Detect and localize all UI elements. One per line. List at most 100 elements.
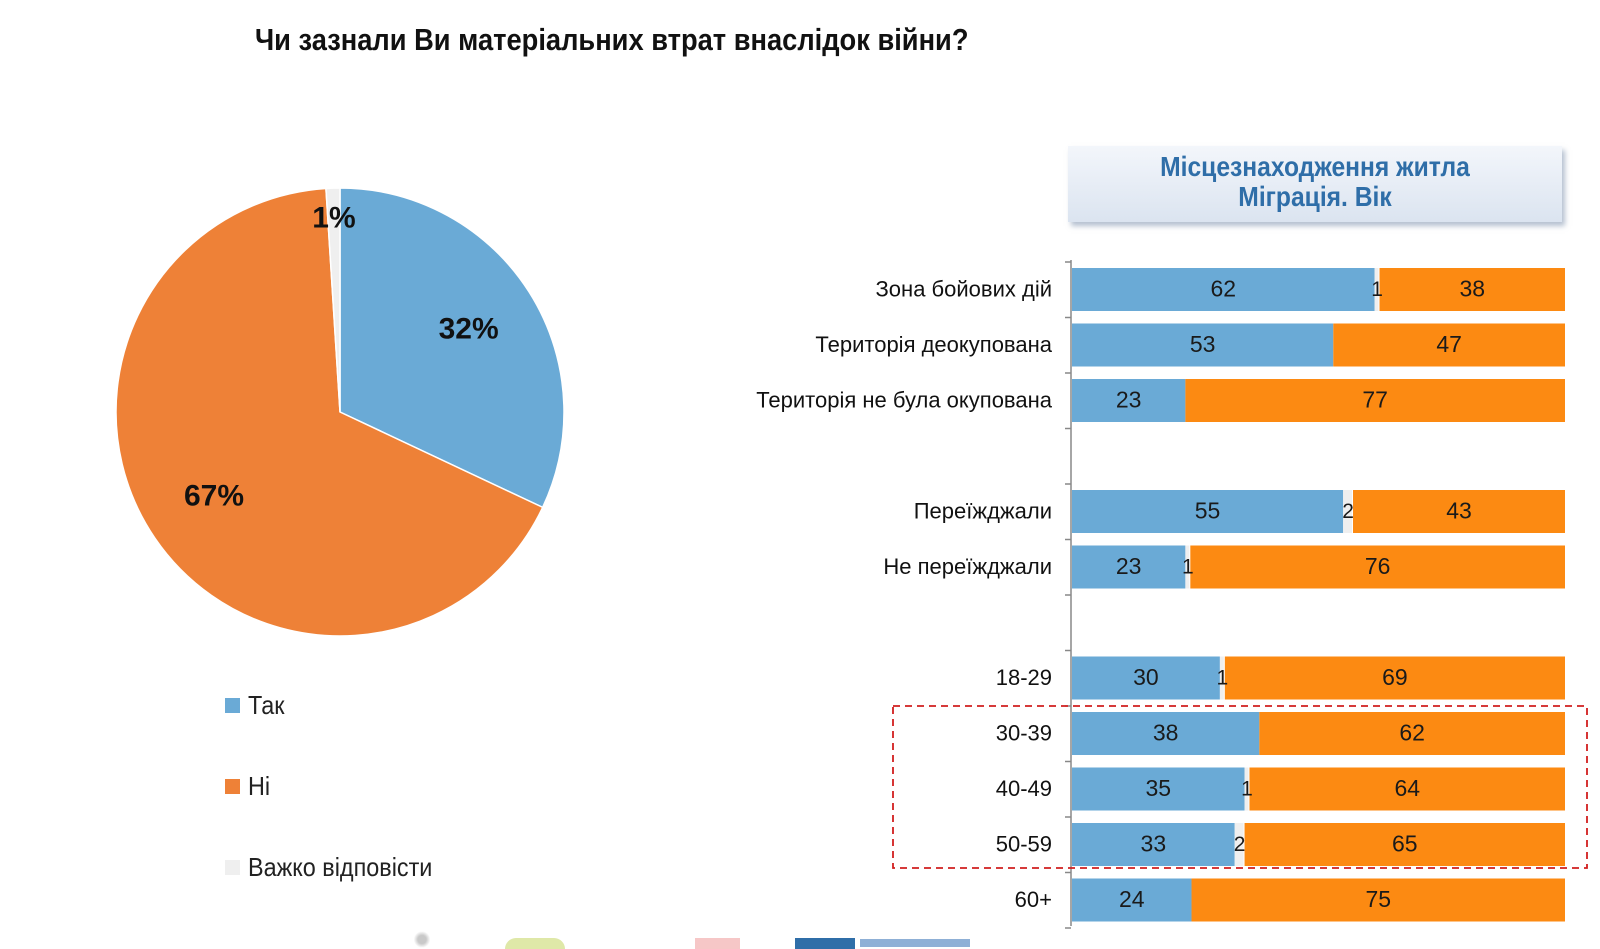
bar-row: Зона бойових дій 62 1 38 [876, 268, 1565, 311]
bar-value-no: 75 [1365, 886, 1391, 912]
bar-segment-hard [1185, 545, 1190, 589]
logo-mark-1 [412, 930, 432, 949]
bar-value-hard: 2 [1234, 833, 1246, 856]
bar-value-hard: 2 [1342, 500, 1354, 523]
category-label: Територія деокупована [815, 332, 1052, 357]
bar-segment-hard [1244, 767, 1249, 811]
logo-mark-4 [795, 938, 855, 949]
bar-segment-no [1191, 878, 1565, 922]
bar-segment-yes [1072, 712, 1260, 755]
bar-value-yes: 24 [1119, 886, 1145, 912]
bar-row: 40-49 35 1 64 [996, 767, 1565, 811]
bar-value-yes: 33 [1141, 831, 1167, 857]
bar-value-yes: 30 [1133, 664, 1159, 690]
category-label: 18-29 [996, 665, 1052, 690]
pie-label-no: 67% [184, 480, 244, 513]
legend-label-yes: Так [248, 689, 285, 720]
legend-label-hard: Важко відповісти [248, 851, 433, 882]
bar-segment-no [1190, 545, 1565, 589]
bar-segment-no [1224, 656, 1565, 700]
bar-value-yes: 23 [1116, 387, 1142, 413]
category-label: 30-39 [996, 720, 1052, 745]
pie-label-hard: 1% [312, 201, 355, 234]
category-label: 50-59 [996, 831, 1052, 856]
segment-header: Місцезнаходження житла Міграція. Вік [1068, 146, 1562, 222]
bar-segment-yes [1072, 878, 1192, 922]
legend-label-no: Ні [248, 770, 271, 801]
bar-segment-yes [1072, 656, 1220, 700]
pie-slice-hard [325, 187, 341, 413]
bar-value-yes: 38 [1153, 720, 1179, 746]
bar-segment-hard [1374, 268, 1379, 311]
legend-item-no: Ні [225, 771, 273, 801]
pie-slice-no [115, 187, 544, 637]
bar-segment-no [1379, 268, 1565, 311]
bar-segment-hard [1234, 823, 1244, 866]
bar-row: 50-59 33 2 65 [996, 823, 1565, 866]
bar-value-yes: 62 [1211, 276, 1237, 302]
bar-value-no: 69 [1382, 664, 1408, 690]
chart-title: Чи зазнали Ви матеріальних втрат внаслід… [255, 22, 969, 57]
footer-logos [0, 930, 1600, 949]
bar-value-no: 65 [1392, 831, 1418, 857]
category-label: Територія не була окупована [756, 387, 1053, 412]
bar-row: 30-39 38 62 [996, 712, 1565, 755]
bar-segment-no [1185, 379, 1565, 422]
bar-value-yes: 35 [1145, 775, 1171, 801]
category-label: Не переїжджали [883, 554, 1052, 579]
bar-segment-yes [1072, 268, 1375, 311]
logo-mark-2 [505, 938, 565, 949]
bar-row: Не переїжджали 23 1 76 [883, 545, 1565, 589]
category-label: Зона бойових дій [876, 276, 1052, 301]
legend-swatch-hard [225, 859, 240, 875]
logo-mark-5 [860, 939, 970, 947]
bar-row: Переїжджали 55 2 43 [914, 490, 1565, 533]
segment-header-line1: Місцезнаходження житла [1160, 151, 1470, 182]
category-label: 40-49 [996, 776, 1052, 801]
highlight-box [892, 705, 1588, 869]
bar-value-yes: 55 [1195, 498, 1221, 524]
legend-swatch-no [225, 778, 240, 794]
bar-value-yes: 23 [1116, 553, 1142, 579]
pie-label-yes: 32% [439, 312, 499, 345]
bar-segment-hard [1219, 656, 1224, 700]
bar-segment-yes [1072, 767, 1245, 811]
bar-row: Територія деокупована 53 47 [815, 323, 1565, 367]
bar-value-yes: 53 [1190, 331, 1216, 357]
category-label: 60+ [1015, 887, 1052, 912]
legend-swatch-yes [225, 697, 240, 713]
bar-value-no: 76 [1365, 553, 1391, 579]
bar-segment-no [1353, 490, 1565, 533]
category-label: Переїжджали [914, 498, 1052, 523]
segment-header-line2: Міграція. Вік [1238, 181, 1392, 212]
bar-value-no: 62 [1399, 720, 1425, 746]
legend-item-yes: Так [225, 690, 289, 720]
bar-segment-yes [1072, 323, 1334, 367]
bar-row: Територія не була окупована 23 77 [756, 379, 1565, 422]
bar-segment-no [1249, 767, 1565, 811]
bar-segment-yes [1072, 490, 1344, 533]
bar-value-no: 47 [1436, 331, 1462, 357]
bar-segment-no [1333, 323, 1565, 367]
legend-item-hard: Важко відповісти [225, 852, 453, 882]
bar-segment-yes [1072, 545, 1186, 589]
bar-value-hard: 1 [1371, 278, 1383, 301]
bar-segment-yes [1072, 379, 1186, 422]
bar-value-no: 64 [1394, 775, 1420, 801]
bar-segment-no [1259, 712, 1565, 755]
bar-segment-no [1244, 823, 1565, 866]
bar-row: 60+ 24 75 [1015, 878, 1565, 922]
pie-slice-yes [339, 187, 565, 509]
bar-value-no: 38 [1459, 276, 1485, 302]
bar-segment-hard [1343, 490, 1353, 533]
bar-value-no: 43 [1446, 498, 1472, 524]
bar-value-no: 77 [1362, 387, 1388, 413]
bar-value-hard: 1 [1217, 667, 1229, 690]
bar-value-hard: 1 [1241, 778, 1253, 801]
bar-segment-yes [1072, 823, 1235, 866]
logo-mark-3 [695, 938, 740, 949]
bar-row: 18-29 30 1 69 [996, 656, 1565, 700]
bar-value-hard: 1 [1182, 556, 1194, 579]
